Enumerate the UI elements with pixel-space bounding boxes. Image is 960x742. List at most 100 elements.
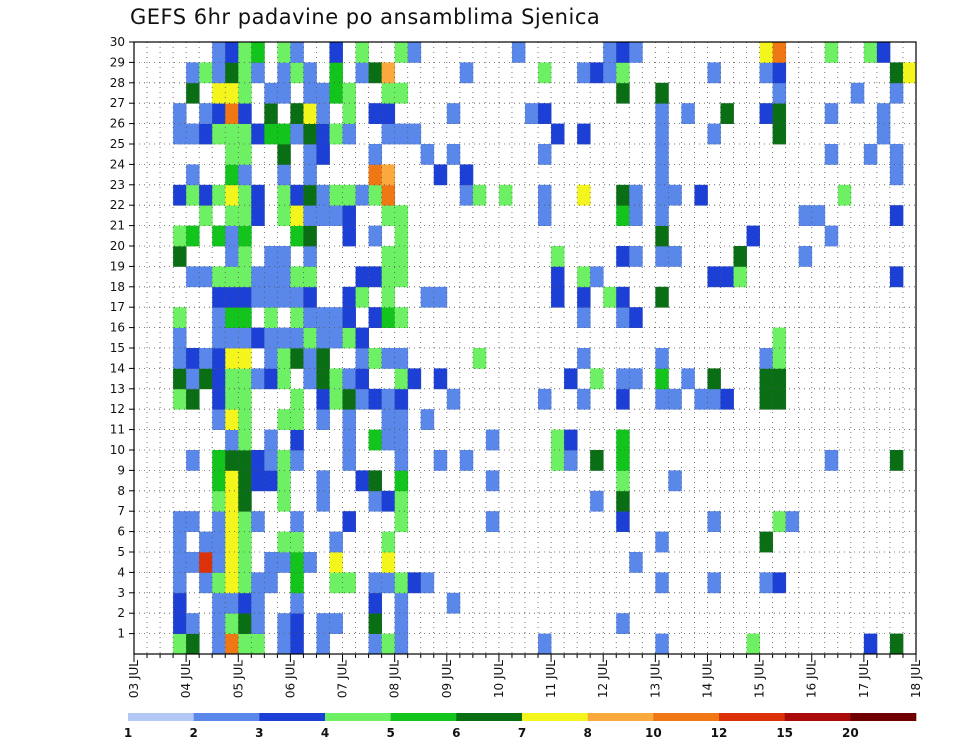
heatmap-cell: [277, 266, 291, 288]
heatmap-cell: [277, 490, 291, 512]
heatmap-cell: [329, 307, 343, 328]
heatmap-cell: [629, 205, 643, 226]
heatmap-cell: [186, 164, 200, 186]
heatmap-cell: [186, 225, 200, 247]
heatmap-cell: [251, 572, 265, 594]
heatmap-cell: [381, 82, 396, 104]
heatmap-cell: [173, 184, 187, 206]
heatmap-cell: [199, 552, 213, 573]
heatmap-cell: [277, 164, 291, 186]
heatmap-cell: [225, 82, 239, 104]
heatmap-cell: [355, 266, 369, 288]
heatmap-cell: [446, 388, 461, 410]
heatmap-cell: [238, 409, 252, 430]
heatmap-cell: [186, 552, 200, 573]
heatmap-cell: [316, 144, 330, 165]
heatmap-cell: [212, 82, 226, 104]
heatmap-cell: [772, 327, 787, 349]
heatmap-cell: [277, 368, 291, 390]
heatmap-cell: [290, 205, 304, 226]
heatmap-cell: [251, 42, 265, 63]
heatmap-cell: [655, 633, 669, 655]
x-tick-label: 12 JUL: [596, 660, 610, 698]
heatmap-cell: [316, 348, 330, 369]
heatmap-cell: [707, 388, 721, 410]
heatmap-cell: [329, 205, 343, 226]
heatmap-cell: [238, 225, 252, 247]
y-tick-label: 2: [117, 606, 125, 620]
colorbar-swatch: [850, 713, 917, 721]
heatmap-cell: [225, 348, 239, 369]
y-tick-label: 30: [110, 35, 125, 49]
heatmap-cell: [290, 62, 304, 84]
heatmap-cell: [798, 205, 813, 226]
heatmap-cell: [577, 348, 591, 369]
heatmap-cell: [564, 368, 578, 390]
heatmap-cell: [538, 144, 552, 165]
heatmap-cell: [355, 184, 369, 206]
heatmap-cell: [381, 531, 396, 553]
colorbar-swatch: [128, 713, 194, 721]
heatmap-cell: [329, 184, 343, 206]
heatmap-cell: [199, 266, 213, 288]
heatmap-cell: [368, 164, 383, 186]
heatmap-cell: [212, 633, 226, 655]
heatmap-cell: [212, 103, 226, 124]
heatmap-cell: [225, 388, 239, 410]
heatmap-cell: [303, 164, 317, 186]
colorbar-label: 4: [321, 726, 329, 740]
heatmap-cell: [225, 613, 239, 634]
heatmap-cell: [173, 633, 187, 655]
heatmap-cell: [381, 633, 396, 655]
y-tick-label: 3: [117, 586, 125, 600]
heatmap-cell: [238, 511, 252, 532]
y-tick-label: 27: [110, 96, 125, 110]
heatmap-cell: [759, 531, 774, 553]
heatmap-cell: [590, 450, 604, 471]
heatmap-cell: [759, 388, 774, 410]
colorbar-label: 12: [711, 726, 728, 740]
heatmap-cell: [225, 633, 239, 655]
heatmap-cell: [720, 103, 734, 124]
heatmap-cell: [238, 205, 252, 226]
heatmap-cell: [772, 62, 787, 84]
heatmap-cell: [277, 613, 291, 634]
heatmap-cell: [551, 266, 565, 288]
y-tick-label: 14: [110, 361, 125, 375]
y-tick-label: 18: [110, 280, 125, 294]
y-tick-label: 15: [110, 341, 125, 355]
heatmap-cell: [824, 103, 839, 124]
heatmap-cell: [759, 42, 774, 63]
y-tick-label: 21: [110, 219, 125, 233]
y-tick-label: 13: [110, 382, 125, 396]
heatmap-cell: [199, 531, 213, 553]
heatmap-cell: [199, 123, 213, 145]
heatmap-cell: [577, 266, 591, 288]
heatmap-cell: [655, 531, 669, 553]
heatmap-cell: [290, 348, 304, 369]
colorbar-swatch: [587, 713, 654, 721]
heatmap-cell: [772, 82, 787, 104]
heatmap-cell: [342, 307, 356, 328]
heatmap-cell: [459, 450, 474, 471]
heatmap-cell: [225, 327, 239, 349]
heatmap-cell: [902, 62, 917, 84]
heatmap-cell: [355, 62, 369, 84]
heatmap-cell: [186, 450, 200, 471]
heatmap-cell: [381, 490, 396, 512]
heatmap-cell: [420, 286, 435, 308]
heatmap-cell: [876, 123, 891, 145]
heatmap-cell: [342, 82, 356, 104]
y-tick-label: 6: [117, 525, 125, 539]
heatmap-cell: [889, 205, 904, 226]
heatmap-cell: [225, 164, 239, 186]
heatmap-cell: [394, 388, 409, 410]
heatmap-cell: [316, 409, 330, 430]
y-tick-label: 23: [110, 178, 125, 192]
colorbar-label: 15: [776, 726, 793, 740]
heatmap-cell: [577, 286, 591, 308]
colorbar-swatch: [719, 713, 785, 721]
heatmap-cell: [342, 368, 356, 390]
heatmap-cell: [381, 184, 396, 206]
heatmap-cell: [785, 511, 800, 532]
